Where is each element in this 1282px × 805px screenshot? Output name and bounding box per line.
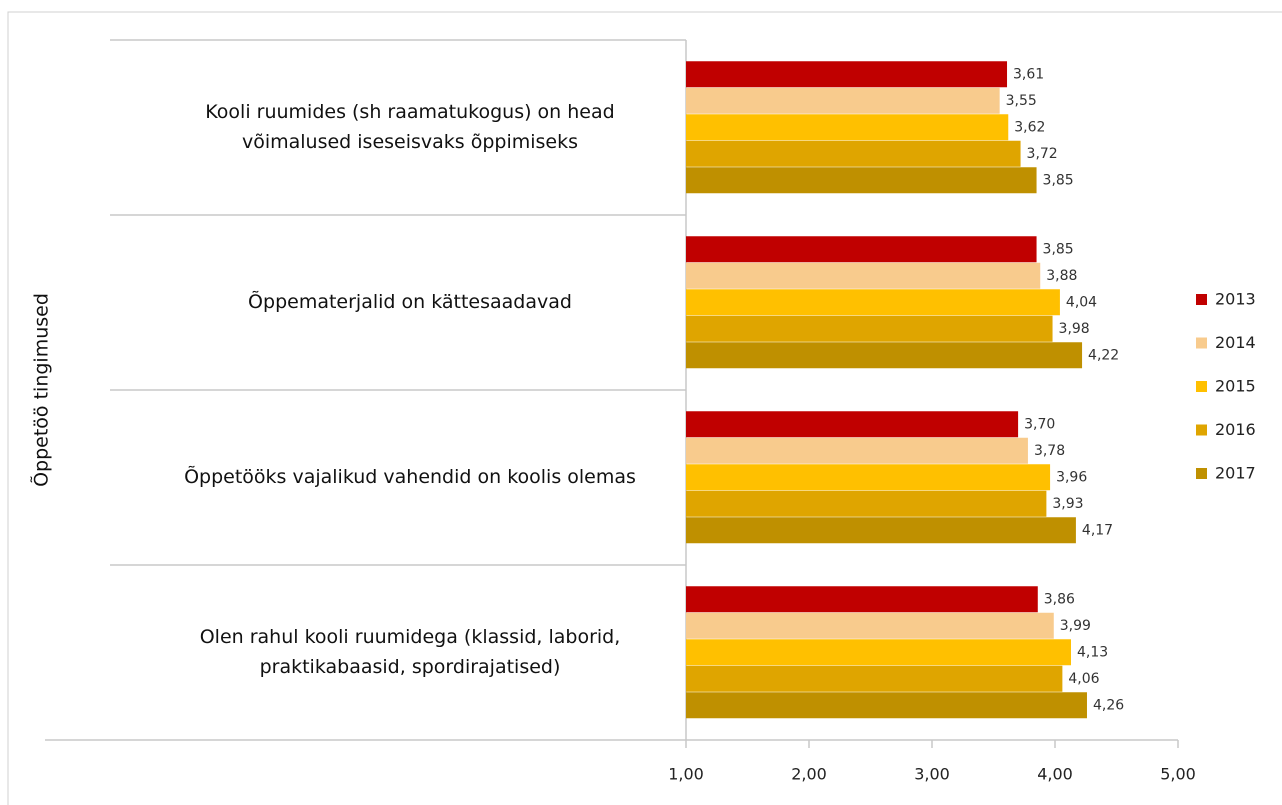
bar [686, 87, 1000, 114]
value-label: 4,13 [1077, 645, 1108, 661]
bar [686, 342, 1083, 369]
legend-swatch [1196, 294, 1207, 305]
value-label-bg [1037, 239, 1082, 260]
value-label-bg [1083, 345, 1128, 366]
value-label: 3,96 [1056, 470, 1087, 486]
category-label: Õppematerjalid on kättesaadavad [248, 290, 572, 313]
value-label: 3,93 [1052, 496, 1083, 512]
category-label: praktikabaasid, spordirajatised) [260, 656, 561, 678]
x-tick-label: 4,00 [1037, 765, 1073, 784]
value-label-bg [1038, 589, 1083, 610]
legend-label: 2017 [1215, 464, 1256, 483]
legend-swatch [1196, 337, 1207, 349]
value-label-bg [1053, 318, 1098, 340]
category-label: Õppetööks vajalikud vahendid on koolis o… [184, 465, 636, 488]
value-label-bg [1019, 414, 1064, 435]
value-label: 3,78 [1034, 443, 1065, 459]
bar [686, 639, 1071, 666]
bar [686, 665, 1063, 692]
legend-label: 2015 [1215, 377, 1256, 396]
y-axis-title: Õppetöö tingimused [30, 293, 53, 487]
value-label-bg [1008, 64, 1053, 85]
bar [686, 140, 1021, 167]
value-label-bg [1047, 493, 1092, 515]
value-label: 3,55 [1006, 93, 1037, 109]
bar [686, 490, 1047, 517]
value-label: 4,26 [1093, 698, 1124, 714]
value-label: 3,98 [1059, 321, 1090, 337]
x-tick-label: 5,00 [1160, 765, 1196, 784]
value-label-bg [1063, 668, 1108, 690]
legend-swatch [1196, 381, 1207, 392]
bar [686, 612, 1054, 639]
value-label: 4,04 [1066, 295, 1097, 311]
value-label: 4,06 [1068, 671, 1099, 687]
value-label: 3,62 [1014, 120, 1045, 136]
category-label: võimalused iseseisvaks õppimiseks [242, 131, 578, 153]
value-label: 3,85 [1043, 173, 1074, 189]
bar [686, 289, 1060, 316]
bar [686, 437, 1028, 464]
legend-label: 2014 [1215, 333, 1256, 352]
x-tick-label: 1,00 [668, 765, 704, 784]
value-label-bg [1071, 642, 1116, 663]
legend-label: 2013 [1215, 290, 1256, 309]
bar [686, 692, 1087, 719]
value-label: 3,86 [1044, 592, 1075, 608]
value-label: 3,70 [1024, 417, 1055, 433]
x-tick-label: 3,00 [914, 765, 950, 784]
value-label: 4,22 [1088, 348, 1119, 364]
bar [686, 262, 1041, 289]
bar [686, 236, 1037, 263]
legend-label: 2016 [1215, 420, 1256, 439]
bar [686, 517, 1076, 544]
value-label-bg [1028, 440, 1073, 462]
value-label: 3,85 [1043, 242, 1074, 258]
value-label-bg [1037, 170, 1082, 191]
value-label-bg [1000, 90, 1045, 112]
bar [686, 315, 1053, 342]
value-label-bg [1087, 695, 1132, 716]
value-label-bg [1051, 467, 1096, 488]
value-label-bg [1021, 143, 1066, 165]
x-tick-label: 2,00 [791, 765, 827, 784]
bar [686, 114, 1009, 141]
value-label-bg [1076, 520, 1121, 541]
value-label: 3,88 [1046, 268, 1077, 284]
bar [686, 586, 1038, 613]
value-label-bg [1041, 265, 1086, 287]
bar [686, 61, 1008, 88]
value-label-bg [1054, 615, 1099, 637]
bar [686, 167, 1037, 194]
value-label: 3,72 [1027, 146, 1058, 162]
category-label: Olen rahul kooli ruumidega (klassid, lab… [200, 626, 621, 648]
value-label: 4,17 [1082, 523, 1113, 539]
legend-swatch [1196, 468, 1207, 479]
value-label: 3,99 [1060, 618, 1091, 634]
value-label-bg [1060, 292, 1105, 313]
value-label: 3,61 [1013, 67, 1044, 83]
bar [686, 464, 1051, 491]
category-label: Kooli ruumides (sh raamatukogus) on head [205, 101, 614, 123]
value-label-bg [1009, 117, 1054, 138]
bar [686, 411, 1019, 438]
legend-swatch [1196, 424, 1207, 436]
